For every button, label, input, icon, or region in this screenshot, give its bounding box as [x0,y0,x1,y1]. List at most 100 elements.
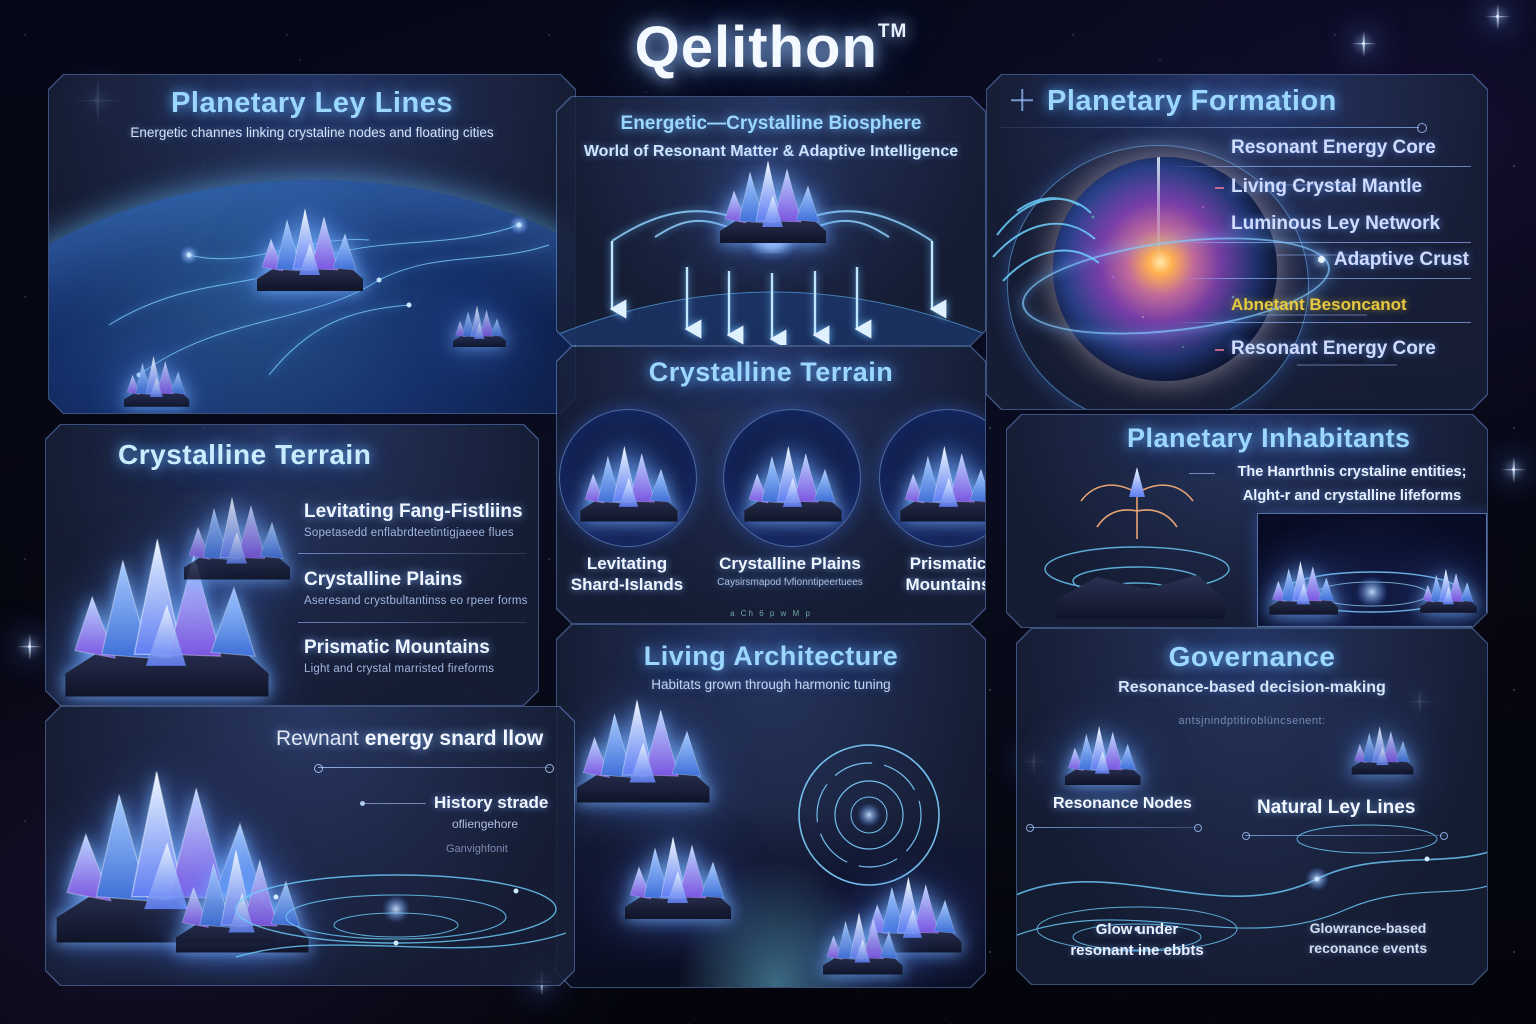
terrain-circle-prismatic-mountains [879,409,985,547]
ley-crystal-city [249,207,369,291]
inhabitants-description: The Hanrthnis crystaline entities; Alght… [1219,461,1485,509]
micro-caption: a Ch 6 p w M p [730,609,812,618]
energy-hand-swirl [987,155,1147,335]
label-line2: Mountains [905,575,985,595]
governance-label-natural-ley-lines: Natural Ley Lines [1257,797,1416,818]
terrain-item-desc: Light and crystal marristed fireforms [304,663,495,675]
label-underline [1173,242,1471,243]
crystal-art [573,444,683,522]
caption-line1: Glowrance-based [1309,920,1427,936]
formation-label: Living Crystal Mantle [1231,176,1423,197]
panel-body: Planetary Inhabitants The Hanrthnis crys… [1007,415,1487,627]
panel-biosphere-overview: Energetic—Crystalline Biosphere World of… [556,96,986,346]
label-tick [1215,349,1224,351]
living-architecture-title: Living Architecture [643,641,899,671]
label-rule [1029,827,1199,828]
panel-body: Rewnant energy snard llow History strade… [46,707,574,985]
terrain-crystal-art [176,495,296,580]
formation-label: Luminous Ley Network [1231,213,1441,234]
energy-swirl-art [216,847,574,977]
panel-crystalline-terrain-list: Crystalline Terrain Levitating Fang-Fist… [45,424,539,706]
history-sublabel: ofliengehore [452,817,519,831]
crystal-art [893,444,985,522]
label-tick [1215,187,1224,189]
formation-planet [1053,157,1277,381]
headline-light: Rewnant [276,727,365,750]
terrain-circle-label: Levitating Shard-Islands [557,553,712,596]
label-underline [1173,322,1471,323]
label-rule [1245,835,1445,836]
crystal-art [617,835,737,919]
trademark-mark: TM [877,21,908,42]
governance-caption-right: Glowrance-based reconance events [1283,919,1453,958]
terrain-item: Prismatic Mountains Light and crystal ma… [304,637,536,675]
formation-label: Adaptive Crust [1333,249,1469,270]
terrain-item-name: Crystalline Plains [304,569,463,590]
formation-label-row: Resonant Energy Core [1231,338,1469,360]
ley-lines-title: Planetary Ley Lines [171,87,453,119]
history-label: History strade [434,793,549,812]
panel-governance: Governance Resonance-based decision-maki… [1016,628,1488,985]
headline-rule [318,767,550,768]
bright-star [1362,42,1365,45]
terrain-center-title: Crystalline Terrain [648,357,894,387]
divider [298,622,526,623]
harmonic-ring-portal [769,715,969,915]
history-headline: Rewnant energy snard llow [276,727,543,751]
panel-planetary-ley-lines: Planetary Ley Lines Energetic channes li… [48,74,576,414]
biosphere-subtitle-1: Energetic—Crystalline Biosphere [620,113,922,134]
panel-body: Planetary Ley Lines Energetic channes li… [49,75,575,413]
crystal-art [1264,560,1342,615]
terrain-circle-label: Prismatic Mountains [863,553,985,596]
leader-line [364,803,426,804]
formation-label-row-highlight: Abnetant Besoncanot [1231,295,1469,315]
caption-line1: Glow under [1095,921,1179,938]
crystal-art [737,444,847,522]
panel-body: Crystalline Terrain Levitating Shard-Isl… [557,347,985,623]
governance-caption-left: Glow under resonant ine ebbts [1057,919,1217,961]
biosphere-subtitle-2: World of Resonant Matter & Adaptive Inte… [583,143,959,160]
governance-subtitle: Resonance-based decision-making [1118,679,1386,696]
formation-leader-lines [1237,115,1477,409]
living-architecture-subtitle: Habitats grown through harmonic tuning [651,677,891,692]
crystal-art [817,911,907,975]
headline-bold: energy snard llow [364,727,544,750]
panel-planetary-formation: Planetary Formation [986,74,1488,410]
bullet-dot-icon [1318,256,1325,263]
formation-label-row: Luminous Ley Network [1231,213,1469,235]
label-line1: Levitating [586,554,668,573]
planet-seam [1157,157,1160,261]
terrain-circle-crystalline-plains [723,409,861,547]
governance-title: Governance [1168,641,1336,672]
formation-label-row: Living Crystal Mantle [1231,176,1469,198]
caption-line2: resonant ine ebbts [1070,942,1204,959]
terrain-circle-label: Crystalline Plains Caysirsmapod fvfionnt… [705,553,875,590]
panel-planetary-inhabitants: Planetary Inhabitants The Hanrthnis crys… [1006,414,1488,628]
biosphere-crystal-burst [712,159,832,243]
panel-crystalline-terrain-circles: Crystalline Terrain Levitating Shard-Isl… [556,346,986,624]
rule-endcap [1417,123,1427,133]
formation-label-row: Resonant Energy Core [1231,137,1469,159]
label-underline [1173,278,1471,279]
label-underline [1173,166,1471,167]
terrain-item-desc: Sopetasedd enflabrdteetintigjaeee flues [304,527,514,539]
crosshair-icon [1011,89,1033,111]
caption-line2: reconance events [1308,939,1428,956]
formation-label: Abnetant Besoncanot [1231,295,1407,314]
page-title-text: Qelithon [634,15,878,80]
crystal-art [567,697,717,803]
governance-label-resonance-nodes: Resonance Nodes [1053,795,1192,812]
ley-crystal-cluster [119,355,193,407]
label-line1: Crystalline Plains [719,554,861,573]
formation-label: Resonant Energy Core [1231,338,1436,359]
governance-micro-caption: antsjnindptitiroblüncsenent: [1178,715,1326,727]
ley-lines-subtitle: Energetic channes linking crystaline nod… [130,125,494,140]
inhabitants-line2: Alght-r and crystalline lifeforms [1242,487,1462,504]
terrain-item: Levitating Fang-Fistliins Sopetasedd enf… [304,501,536,539]
terrain-item-name: Levitating Fang-Fistliins [304,501,523,522]
terrain-item-name: Prismatic Mountains [304,637,490,658]
terrain-left-title: Crystalline Terrain [118,439,372,470]
panel-body: Energetic—Crystalline Biosphere World of… [557,97,985,345]
page-title: QelithonTM [556,14,986,81]
